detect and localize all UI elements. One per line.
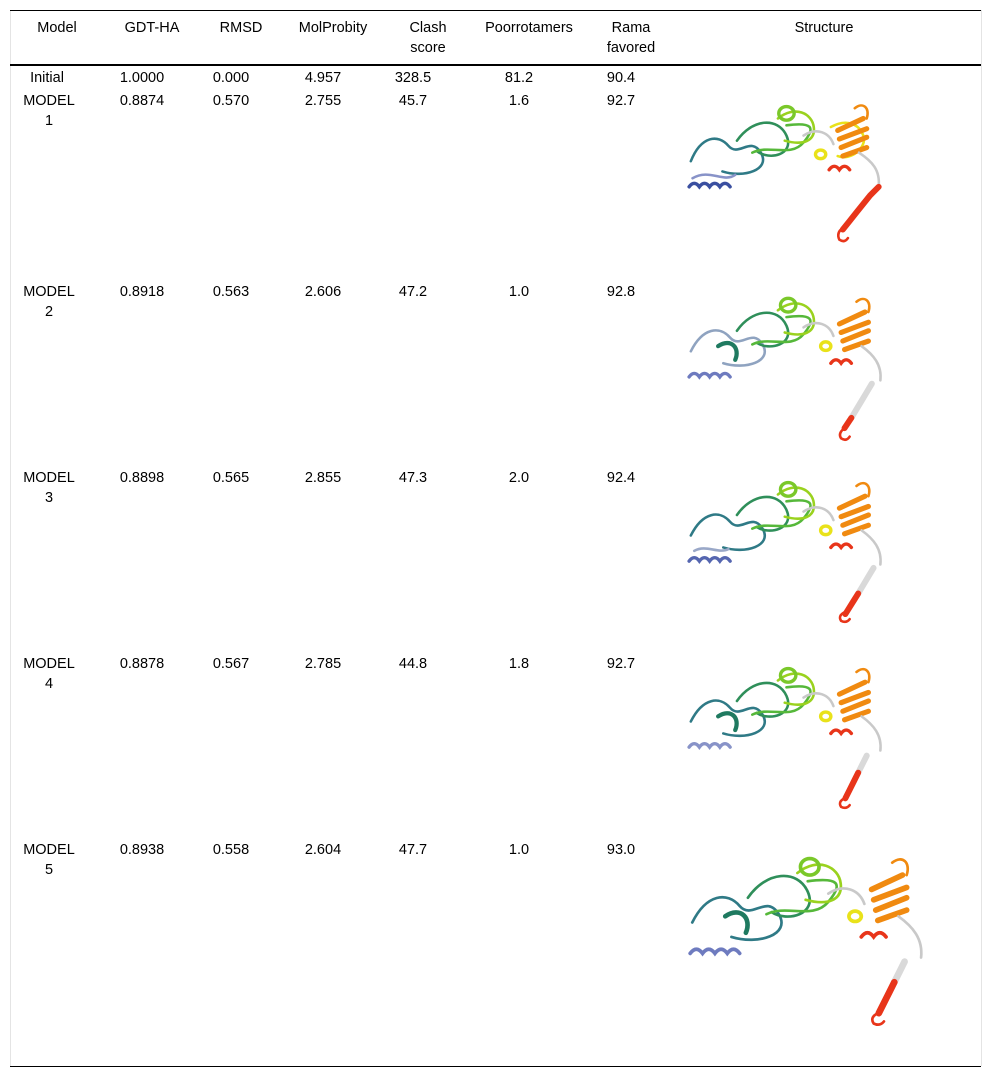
cell-clash-score: 328.5 — [394, 70, 432, 86]
cell-rama-favored: 90.4 — [606, 70, 636, 86]
cell-molprobity: 2.755 — [304, 93, 342, 109]
cell-model-line2: 1 — [44, 113, 54, 129]
cell-poor-rotamers: 1.0 — [508, 284, 530, 300]
cell-gdt-ha: 0.8938 — [119, 842, 165, 858]
cell-rmsd: 0.570 — [212, 93, 250, 109]
cell-model-line2: 2 — [44, 304, 54, 320]
cell-molprobity: 2.785 — [304, 656, 342, 672]
cell-gdt-ha: 0.8918 — [119, 284, 165, 300]
cell-clash-score: 47.3 — [398, 470, 428, 486]
cell-model: MODEL 5 — [14, 840, 84, 880]
cell-gdt-ha: 0.8878 — [119, 656, 165, 672]
cell-clash-score: 47.2 — [398, 284, 428, 300]
cell-model: MODEL 3 — [14, 468, 84, 508]
cell-rama-favored: 92.8 — [606, 284, 636, 300]
cell-poor-rotamers: 1.0 — [508, 842, 530, 858]
header-structure: Structure — [794, 20, 854, 36]
cell-model: MODEL 4 — [14, 654, 84, 694]
header-clash-line1: Clash — [409, 20, 447, 36]
cell-model: MODEL 1 — [14, 91, 84, 131]
header-molprobity: MolProbity — [298, 20, 368, 36]
cell-model-line1: MODEL — [23, 470, 75, 486]
cell-rmsd: 0.558 — [212, 842, 250, 858]
header-rama-line1: Rama — [611, 20, 651, 36]
protein-structure-image — [688, 856, 923, 1026]
cell-poor-rotamers: 2.0 — [508, 470, 530, 486]
cell-gdt-ha: 1.0000 — [119, 70, 165, 86]
top-rule — [10, 10, 981, 11]
cell-model-line1: MODEL — [23, 656, 75, 672]
cell-model-line1: MODEL — [23, 284, 75, 300]
cell-clash-score: 45.7 — [398, 93, 428, 109]
header-rama-line2: favored — [606, 40, 656, 56]
cell-clash-score: 47.7 — [398, 842, 428, 858]
cell-molprobity: 2.604 — [304, 842, 342, 858]
header-rmsd: RMSD — [219, 20, 263, 36]
cell-model-line1: MODEL — [23, 842, 75, 858]
cell-molprobity: 2.855 — [304, 470, 342, 486]
protein-structure-image — [687, 104, 882, 243]
cell-rama-favored: 92.7 — [606, 93, 636, 109]
cell-rama-favored: 93.0 — [606, 842, 636, 858]
cell-model: MODEL 2 — [14, 282, 84, 322]
protein-structure-image — [687, 296, 882, 442]
header-rama-favored: Rama favored — [598, 18, 664, 58]
header-model: Model — [37, 20, 77, 36]
header-poor-rotamers: Poorrotamers — [485, 20, 573, 36]
table-frame — [10, 10, 982, 1066]
header-gdt-ha: GDT-HA — [124, 20, 180, 36]
header-clash-score: Clash score — [395, 18, 461, 58]
cell-model-line1: MODEL — [23, 93, 75, 109]
cell-rmsd: 0.565 — [212, 470, 250, 486]
header-rule — [10, 64, 981, 66]
cell-gdt-ha: 0.8874 — [119, 93, 165, 109]
bottom-rule — [10, 1066, 981, 1067]
cell-gdt-ha: 0.8898 — [119, 470, 165, 486]
cell-poor-rotamers: 1.8 — [508, 656, 530, 672]
cell-model: Initial — [30, 70, 64, 86]
cell-rmsd: 0.000 — [212, 70, 250, 86]
cell-rama-favored: 92.4 — [606, 470, 636, 486]
header-clash-line2: score — [410, 40, 446, 56]
protein-structure-image — [687, 480, 882, 624]
cell-poor-rotamers: 81.2 — [504, 70, 534, 86]
cell-molprobity: 2.606 — [304, 284, 342, 300]
cell-clash-score: 44.8 — [398, 656, 428, 672]
cell-rmsd: 0.567 — [212, 656, 250, 672]
protein-structure-image — [687, 666, 882, 810]
cell-model-line2: 4 — [44, 676, 54, 692]
cell-rama-favored: 92.7 — [606, 656, 636, 672]
cell-model-line2: 5 — [44, 862, 54, 878]
cell-poor-rotamers: 1.6 — [508, 93, 530, 109]
cell-molprobity: 4.957 — [304, 70, 342, 86]
cell-rmsd: 0.563 — [212, 284, 250, 300]
cell-model-line2: 3 — [44, 490, 54, 506]
